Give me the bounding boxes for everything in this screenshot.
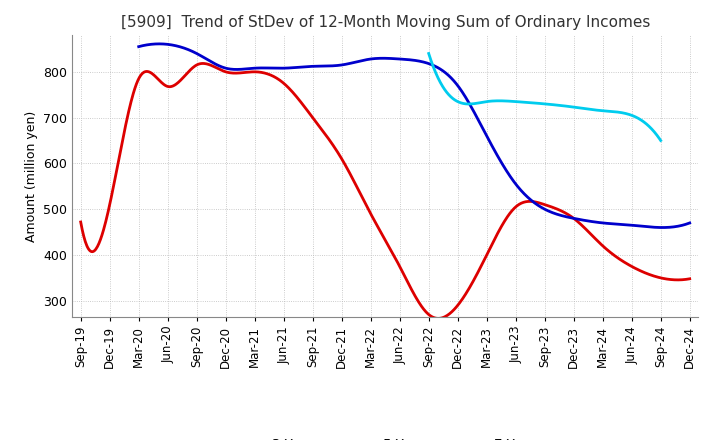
3 Years xyxy=(198,61,207,66)
3 Years xyxy=(114,161,122,166)
5 Years xyxy=(685,220,694,226)
3 Years xyxy=(540,202,549,207)
5 Years xyxy=(610,221,618,227)
Title: [5909]  Trend of StDev of 12-Month Moving Sum of Ordinary Incomes: [5909] Trend of StDev of 12-Month Moving… xyxy=(120,15,650,30)
Legend: 3 Years, 5 Years, 7 Years: 3 Years, 5 Years, 7 Years xyxy=(223,433,547,440)
7 Years xyxy=(559,103,568,108)
5 Years xyxy=(169,43,178,48)
3 Years xyxy=(76,220,85,225)
7 Years xyxy=(624,112,633,117)
Y-axis label: Amount (million yen): Amount (million yen) xyxy=(24,110,37,242)
3 Years xyxy=(448,309,456,314)
5 Years xyxy=(486,140,495,146)
7 Years xyxy=(565,104,574,109)
7 Years xyxy=(572,105,581,110)
5 Years xyxy=(469,109,478,114)
5 Years xyxy=(155,41,163,47)
7 Years xyxy=(438,84,447,89)
3 Years xyxy=(685,276,694,282)
7 Years xyxy=(600,108,609,114)
Line: 5 Years: 5 Years xyxy=(139,44,690,227)
3 Years xyxy=(431,315,439,321)
3 Years xyxy=(434,316,443,321)
7 Years xyxy=(657,138,665,143)
5 Years xyxy=(455,85,464,91)
5 Years xyxy=(553,212,562,217)
3 Years xyxy=(603,247,611,252)
Line: 3 Years: 3 Years xyxy=(81,63,690,319)
Line: 7 Years: 7 Years xyxy=(428,54,661,140)
3 Years xyxy=(466,284,474,289)
5 Years xyxy=(659,225,667,230)
5 Years xyxy=(135,44,143,49)
7 Years xyxy=(424,51,433,56)
